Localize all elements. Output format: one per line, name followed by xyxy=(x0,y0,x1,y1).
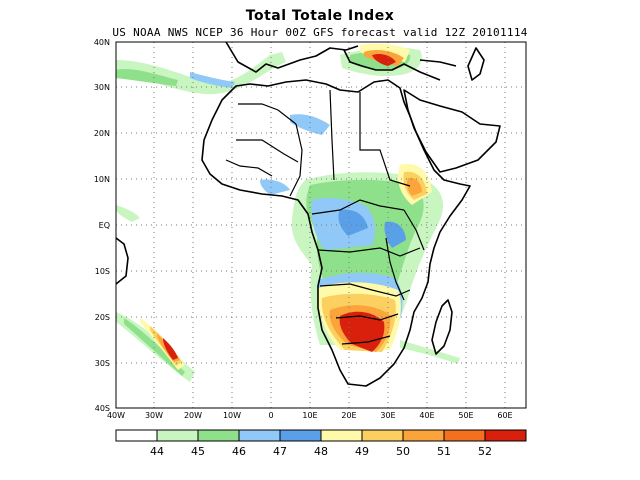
colorbar-swatch xyxy=(320,429,363,442)
shaded-region xyxy=(190,72,235,88)
colorbar-label: 48 xyxy=(314,445,328,458)
lon-tick: 60E xyxy=(497,411,512,420)
lat-tick: 20S xyxy=(95,313,110,322)
grid-lines xyxy=(116,42,526,408)
map-frame xyxy=(115,41,527,409)
lat-tick: 10N xyxy=(94,175,110,184)
lon-tick: 20E xyxy=(341,411,356,420)
lon-tick: 30E xyxy=(380,411,395,420)
lon-tick: 20W xyxy=(184,411,202,420)
colorbar-label: 45 xyxy=(191,445,205,458)
lat-tick: EQ xyxy=(99,221,110,230)
colorbar-swatch xyxy=(156,429,199,442)
colorbar: 44 45 46 47 48 49 50 51 52 xyxy=(115,429,527,458)
shaded-region xyxy=(163,338,178,360)
lat-tick: 30N xyxy=(94,83,110,92)
colorbar-swatch xyxy=(197,429,240,442)
shaded-region xyxy=(260,179,290,195)
colorbar-label: 52 xyxy=(478,445,492,458)
coastlines xyxy=(116,42,501,387)
colorbar-swatch xyxy=(115,429,158,442)
shaded-region xyxy=(339,311,385,352)
colorbar-swatch xyxy=(238,429,281,442)
lon-tick: 0 xyxy=(268,411,273,420)
lat-tick: 30S xyxy=(95,359,110,368)
colorbar-swatch xyxy=(361,429,404,442)
lat-tick: 20N xyxy=(94,129,110,138)
colorbar-label: 47 xyxy=(273,445,287,458)
lon-tick: 10E xyxy=(302,411,317,420)
colorbar-label: 49 xyxy=(355,445,369,458)
lon-tick: 50E xyxy=(458,411,473,420)
shaded-region xyxy=(338,209,368,236)
lon-tick: 10W xyxy=(223,411,241,420)
lat-axis: 40N 30N 20N 10N EQ 10S 20S 30S 40S xyxy=(94,38,110,413)
lon-tick: 30W xyxy=(145,411,163,420)
colorbar-label: 44 xyxy=(150,445,164,458)
colorbar-swatch xyxy=(279,429,322,442)
index-field xyxy=(116,43,460,382)
colorbar-swatch xyxy=(443,429,486,442)
shaded-region xyxy=(407,177,422,196)
shaded-region xyxy=(400,340,460,364)
lat-tick: 10S xyxy=(95,267,110,276)
country-borders xyxy=(225,89,425,345)
colorbar-label: 46 xyxy=(232,445,246,458)
lat-tick: 40N xyxy=(94,38,110,47)
map-subtitle: US NOAA NWS NCEP 36 Hour 00Z GFS forecas… xyxy=(112,26,528,39)
colorbar-swatch xyxy=(484,429,527,442)
shaded-region xyxy=(116,69,178,86)
lon-tick: 40E xyxy=(419,411,434,420)
colorbar-swatch xyxy=(402,429,445,442)
map-title: Total Totale Index xyxy=(245,8,395,24)
shaded-region xyxy=(290,114,330,135)
lon-tick: 40W xyxy=(107,411,125,420)
colorbar-label: 50 xyxy=(396,445,410,458)
shaded-region xyxy=(116,205,140,222)
shaded-region xyxy=(372,53,396,66)
colorbar-label: 51 xyxy=(437,445,451,458)
lon-axis: 40W 30W 20W 10W 0 10E 20E 30E 40E 50E 60… xyxy=(107,411,513,420)
shaded-region xyxy=(384,221,406,248)
lat-tick: 40S xyxy=(95,404,110,413)
